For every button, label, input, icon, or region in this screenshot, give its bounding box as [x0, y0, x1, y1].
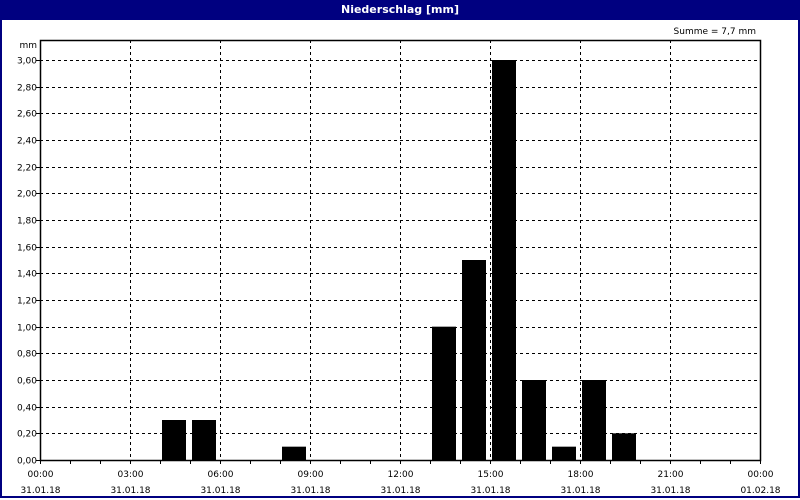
x-tick-label-time: 06:00: [208, 470, 234, 480]
x-tick-label-time: 00:00: [28, 470, 54, 480]
y-tick-label: 0,60: [17, 377, 37, 387]
bar: [552, 446, 576, 460]
bar: [492, 60, 516, 460]
bar: [462, 260, 486, 460]
x-tick-label-date: 31.01.18: [470, 486, 510, 496]
bar: [282, 446, 306, 460]
y-tick-label: 2,80: [17, 84, 37, 94]
x-tick-label-date: 31.01.18: [200, 486, 240, 496]
bar: [432, 326, 456, 460]
x-tick-label-time: 15:00: [478, 470, 504, 480]
x-tick-label-time: 18:00: [568, 470, 594, 480]
y-tick-label: 0,20: [17, 430, 37, 440]
x-tick-label-date: 31.01.18: [380, 486, 420, 496]
bar: [612, 433, 636, 460]
bar: [162, 420, 186, 460]
y-tick-label: 0,80: [17, 350, 37, 360]
y-tick-label: 2,20: [17, 164, 37, 174]
x-tick-label-time: 09:00: [298, 470, 324, 480]
x-tick-label-date: 01.02.18: [740, 486, 780, 496]
y-tick-label: 1,80: [17, 217, 37, 227]
y-tick-label: 2,60: [17, 110, 37, 120]
y-tick-label: 2,00: [17, 190, 37, 200]
y-tick-label: 1,00: [17, 324, 37, 334]
bar: [522, 380, 546, 460]
y-tick-label: 1,40: [17, 270, 37, 280]
bar: [192, 420, 216, 460]
x-tick-label-date: 31.01.18: [110, 486, 150, 496]
x-tick-label-date: 31.01.18: [650, 486, 690, 496]
y-tick-label: 1,60: [17, 244, 37, 254]
y-tick-label: 3,00: [17, 57, 37, 67]
x-tick-label-time: 12:00: [388, 470, 414, 480]
sum-annotation: Summe = 7,7 mm: [674, 27, 756, 37]
plot-frame: [39, 39, 762, 462]
bar: [582, 380, 606, 460]
y-tick-label: 1,20: [17, 297, 37, 307]
x-tick-label-time: 00:00: [748, 470, 774, 480]
y-tick-label: 0,00: [17, 457, 37, 467]
y-axis-label: mm: [19, 41, 37, 51]
x-tick-label-time: 03:00: [118, 470, 144, 480]
y-tick-label: 2,40: [17, 137, 37, 147]
x-tick-label-date: 31.01.18: [560, 486, 600, 496]
window-title: Niederschlag [mm]: [0, 0, 800, 20]
y-tick-label: 0,40: [17, 404, 37, 414]
x-tick-label-time: 21:00: [658, 470, 684, 480]
x-tick-label-date: 31.01.18: [20, 486, 60, 496]
x-tick-label-date: 31.01.18: [290, 486, 330, 496]
